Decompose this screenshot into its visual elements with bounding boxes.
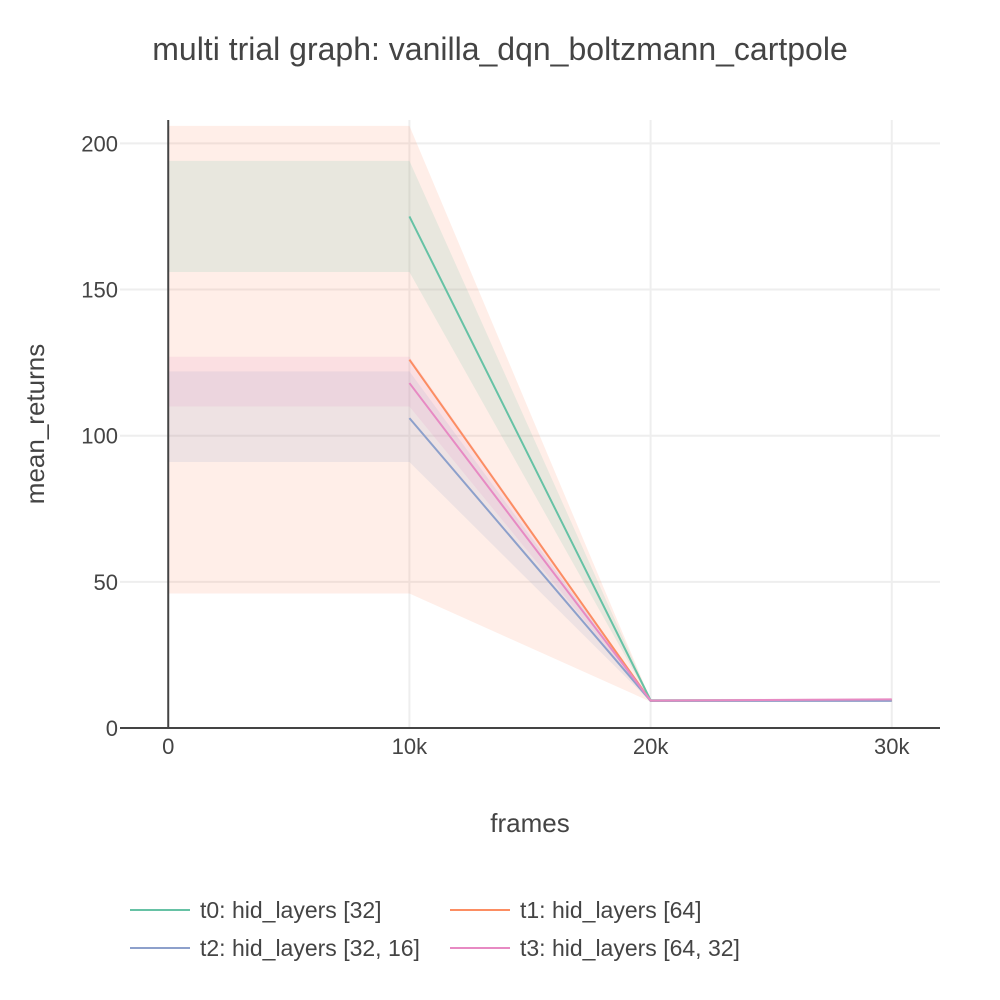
y-gridlines [120, 142, 940, 583]
y-tick-labels: 0 50 100 150 200 [81, 131, 118, 741]
legend-label: t1: hid_layers [64] [520, 897, 702, 923]
y-tick-label: 150 [81, 278, 118, 303]
band-t0 [168, 160, 892, 702]
legend-item-t1[interactable]: t1: hid_layers [64] [450, 897, 702, 923]
band-t2 [168, 371, 892, 702]
confidence-bands [168, 125, 892, 702]
x-tick-label: 30k [874, 734, 910, 759]
series-line-t3 [408, 382, 892, 702]
x-gridlines [408, 120, 893, 728]
x-tick-label: 10k [392, 734, 428, 759]
band-t1 [168, 125, 892, 702]
x-axis-title: frames [490, 808, 569, 838]
legend-label: t0: hid_layers [32] [200, 897, 382, 923]
series-lines [408, 216, 892, 702]
y-axis-title: mean_returns [20, 344, 50, 504]
x-tick-labels: 0 10k 20k 30k [162, 734, 910, 759]
x-tick-label: 20k [633, 734, 669, 759]
y-tick-label: 0 [106, 716, 118, 741]
legend-label: t2: hid_layers [32, 16] [200, 935, 420, 961]
legend-item-t2[interactable]: t2: hid_layers [32, 16] [130, 935, 420, 961]
legend-item-t3[interactable]: t3: hid_layers [64, 32] [450, 935, 740, 961]
y-tick-label: 100 [81, 424, 118, 449]
y-tick-label: 50 [94, 570, 118, 595]
x-tick-label: 0 [162, 734, 174, 759]
legend-item-t0[interactable]: t0: hid_layers [32] [130, 897, 382, 923]
legend-label: t3: hid_layers [64, 32] [520, 935, 740, 961]
chart-title: multi trial graph: vanilla_dqn_boltzmann… [152, 31, 848, 67]
legend: t0: hid_layers [32] t1: hid_layers [64] t2… [130, 897, 740, 961]
y-tick-label: 200 [81, 131, 118, 156]
